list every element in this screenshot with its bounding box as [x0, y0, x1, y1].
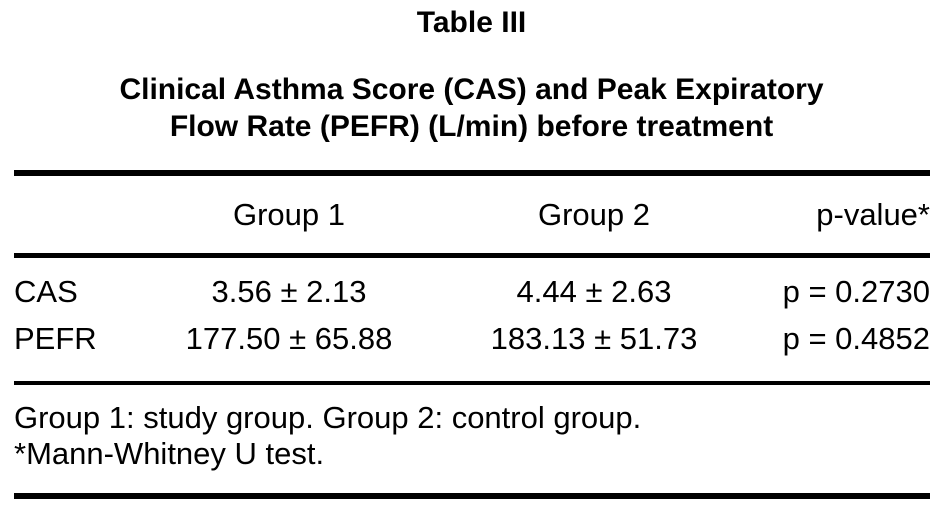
- table-title-line2: Flow Rate (PEFR) (L/min) before treatmen…: [169, 110, 774, 143]
- cas-pvalue: p = 0.2730: [782, 273, 930, 309]
- cas-group2-value: 4.44 ± 2.63: [516, 273, 672, 309]
- header-pvalue: p-value*: [816, 196, 930, 232]
- cas-group1-value: 3.56 ± 2.13: [211, 273, 367, 309]
- header-empty-cell: [14, 176, 144, 253]
- header-group2: Group 2: [537, 196, 650, 232]
- pefr-pvalue: p = 0.4852: [782, 320, 930, 356]
- row-label-cas: CAS: [14, 273, 78, 309]
- header-row: Group 1 Group 2 p-value*: [14, 176, 930, 253]
- footnote-groups: Group 1: study group. Group 2: control g…: [14, 400, 642, 435]
- table-title: Clinical Asthma Score (CAS) and Peak Exp…: [0, 71, 943, 145]
- data-table: Group 1 Group 2 p-value* CAS 3.56 ± 2.13…: [14, 170, 930, 499]
- table-row-cas: CAS 3.56 ± 2.13 4.44 ± 2.63 p = 0.2730: [14, 268, 930, 315]
- table-footnotes: Group 1: study group. Group 2: control g…: [14, 385, 930, 493]
- top-rule: [14, 170, 930, 176]
- header-row-table: Group 1 Group 2 p-value*: [14, 176, 930, 253]
- bottom-rule: [14, 493, 930, 499]
- table-row-pefr: PEFR 177.50 ± 65.88 183.13 ± 51.73 p = 0…: [14, 315, 930, 362]
- pefr-group1-value: 177.50 ± 65.88: [185, 320, 393, 356]
- body-rows-table: CAS 3.56 ± 2.13 4.44 ± 2.63 p = 0.2730 P…: [14, 268, 930, 362]
- header-group1: Group 1: [232, 196, 345, 232]
- body-divider-rule: [14, 381, 930, 385]
- pefr-group2-value: 183.13 ± 51.73: [490, 320, 698, 356]
- footnote-test: *Mann-Whitney U test.: [14, 436, 325, 471]
- row-label-pefr: PEFR: [14, 320, 97, 356]
- table-number-heading: Table III: [416, 6, 527, 39]
- header-divider-rule: [14, 253, 930, 258]
- table-title-line1: Clinical Asthma Score (CAS) and Peak Exp…: [119, 73, 824, 106]
